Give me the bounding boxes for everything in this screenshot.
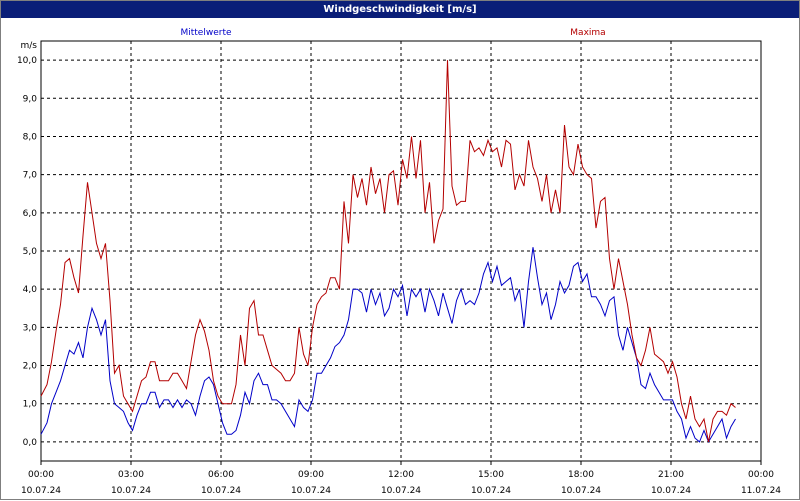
y-tick-label: 0,0 [23, 438, 38, 448]
y-tick-label: 3,0 [23, 323, 38, 333]
y-axis-label: m/s [21, 41, 38, 51]
y-tick-label: 1,0 [23, 400, 38, 410]
series-line-maxima [40, 60, 736, 442]
x-tick-time: 15:00 [478, 470, 504, 480]
x-tick-time: 00:00 [748, 470, 774, 480]
series-line-mittelwerte [40, 247, 736, 444]
x-tick-time: 21:00 [658, 470, 684, 480]
x-tick-date: 10.07.24 [471, 486, 511, 496]
y-tick-label: 5,0 [23, 247, 38, 257]
y-tick-label: 6,0 [23, 209, 38, 219]
x-tick-date: 10.07.24 [651, 486, 691, 496]
x-tick-time: 03:00 [118, 470, 144, 480]
y-tick-label: 4,0 [23, 285, 38, 295]
x-tick-time: 06:00 [208, 470, 234, 480]
y-tick-label: 10,0 [17, 56, 37, 66]
x-tick-time: 18:00 [568, 470, 594, 480]
y-tick-label: 2,0 [23, 362, 38, 372]
y-tick-label: 9,0 [23, 94, 38, 104]
x-tick-date: 10.07.24 [291, 486, 331, 496]
y-tick-label: 7,0 [23, 171, 38, 181]
x-tick-date: 10.07.24 [111, 486, 151, 496]
y-tick-label: 8,0 [23, 132, 38, 142]
x-tick-date: 10.07.24 [561, 486, 601, 496]
x-tick-time: 12:00 [388, 470, 414, 480]
legend-entry-mittelwerte: Mittelwerte [180, 28, 231, 38]
x-tick-date: 10.07.24 [201, 486, 241, 496]
x-tick-time: 09:00 [298, 470, 324, 480]
x-tick-date: 10.07.24 [21, 486, 61, 496]
legend-entry-maxima: Maxima [570, 28, 605, 38]
window-title: Windgeschwindigkeit [m/s] [1, 1, 799, 18]
x-tick-time: 00:00 [28, 470, 54, 480]
x-tick-date: 11.07.24 [741, 486, 781, 496]
x-tick-date: 10.07.24 [381, 486, 421, 496]
